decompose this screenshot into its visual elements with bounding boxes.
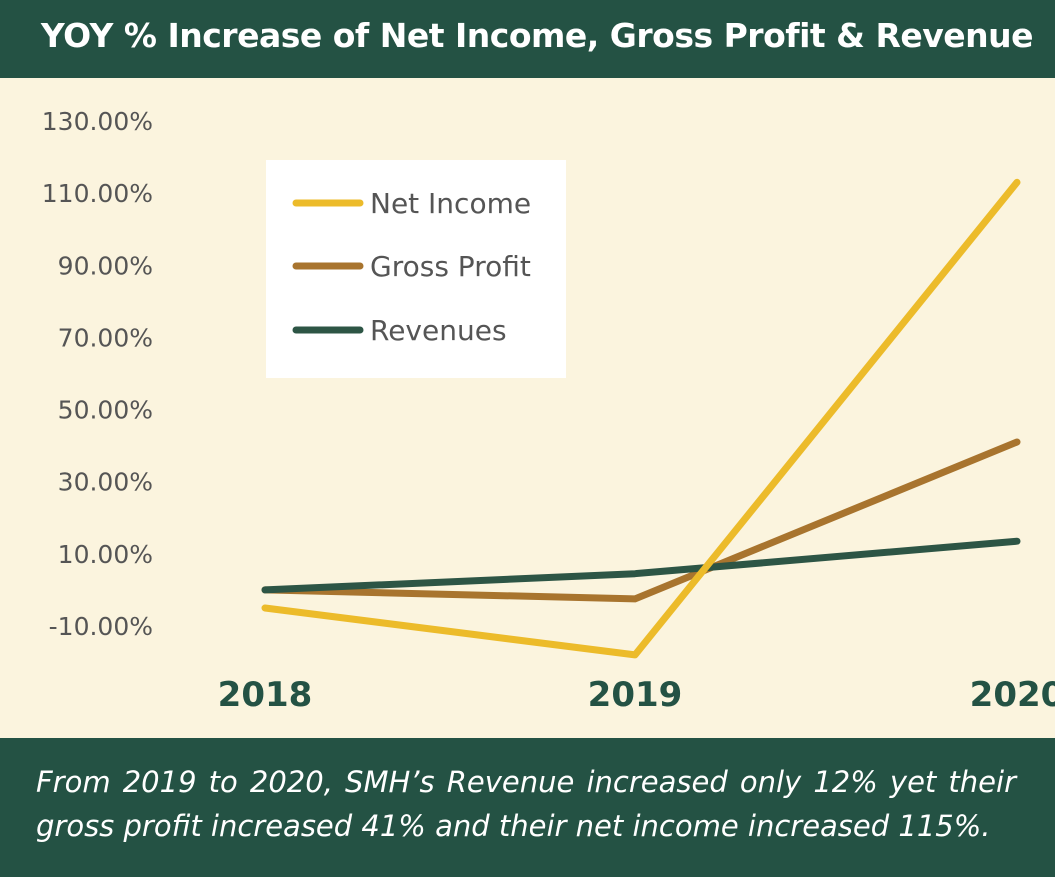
legend-label-revenues: Revenues <box>370 314 507 347</box>
y-tick-label: 50.00% <box>58 396 153 425</box>
y-tick-label: 10.00% <box>58 540 153 569</box>
legend: Net Income Gross Profit Revenues <box>266 160 566 378</box>
series-line-revenues <box>261 537 1021 594</box>
y-tick-label: 110.00% <box>42 179 153 208</box>
series-lines <box>261 178 1021 659</box>
x-category-label: 2020 <box>970 675 1055 715</box>
x-axis: 2018 2019 2020 <box>218 675 1055 715</box>
y-tick-label: 130.00% <box>42 107 153 136</box>
x-category-label: 2019 <box>588 675 683 715</box>
line-chart: 130.00% 110.00% 90.00% 70.00% 50.00% 30.00% 10… <box>42 107 1055 715</box>
series-line-net-income <box>261 178 1021 659</box>
legend-label-gross-profit: Gross Profit <box>370 250 531 283</box>
y-tick-label: 30.00% <box>58 468 153 497</box>
series-line-gross-profit <box>261 438 1021 603</box>
header-bar: YOY % Increase of Net Income, Gross Prof… <box>0 0 1055 78</box>
chart-caption: From 2019 to 2020, SMH’s Revenue increas… <box>36 765 1016 843</box>
y-tick-label: 90.00% <box>58 251 153 280</box>
chart-title: YOY % Increase of Net Income, Gross Prof… <box>40 16 1034 55</box>
legend-label-net-income: Net Income <box>370 187 531 220</box>
chart-area: 130.00% 110.00% 90.00% 70.00% 50.00% 30.00% 10… <box>0 78 1055 738</box>
y-tick-label: 70.00% <box>58 323 153 352</box>
y-axis: 130.00% 110.00% 90.00% 70.00% 50.00% 30.00% 10… <box>42 107 153 641</box>
y-tick-label: -10.00% <box>49 612 153 641</box>
x-category-label: 2018 <box>218 675 313 715</box>
footer-bar: From 2019 to 2020, SMH’s Revenue increas… <box>0 738 1055 877</box>
